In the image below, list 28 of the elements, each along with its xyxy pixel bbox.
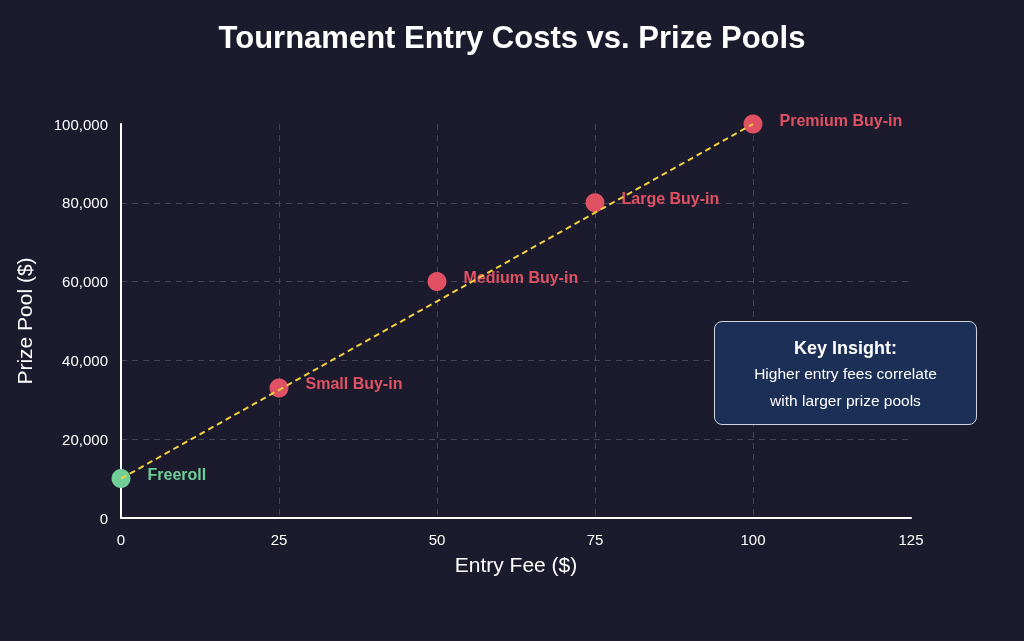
x-tick-label: 0	[116, 531, 126, 548]
series-label: Premium Buy-in	[779, 111, 903, 129]
x-tick-label: 25	[270, 531, 288, 548]
chart-title: Tournament Entry Costs vs. Prize Pools	[218, 20, 806, 55]
series-label: Medium Buy-in	[463, 269, 579, 287]
y-axis-title: Prize Pool ($)	[13, 257, 36, 385]
series-label: Large Buy-in	[621, 190, 720, 208]
series-label: Small Buy-in	[305, 375, 403, 393]
annotation: Key Insight:	[793, 337, 898, 359]
y-tick-label: 20,000	[62, 430, 108, 448]
y-tick-label: 60,000	[62, 273, 108, 291]
point	[743, 114, 763, 134]
annotation: Higher entry fees correlate with larger prize pools	[753, 364, 938, 411]
y-tick-label: 0	[99, 509, 108, 527]
point	[585, 193, 605, 213]
point	[269, 378, 289, 398]
x-tick-label: 100	[740, 531, 766, 548]
x-tick-label: 50	[428, 531, 446, 548]
point	[427, 272, 447, 292]
point	[111, 469, 131, 489]
x-tick-label: 125	[898, 531, 924, 548]
series-label: Freeroll	[147, 466, 207, 484]
y-tick-label: 40,000	[62, 351, 108, 369]
x-axis-title: Entry Fee ($)	[454, 553, 578, 576]
y-tick-label: 80,000	[62, 194, 108, 212]
x-tick-label: 75	[586, 531, 604, 548]
y-tick-label: 100,000	[53, 115, 108, 133]
callout-box: Key Insight: Higher entry fees correlate with larger prize pools	[714, 321, 977, 425]
